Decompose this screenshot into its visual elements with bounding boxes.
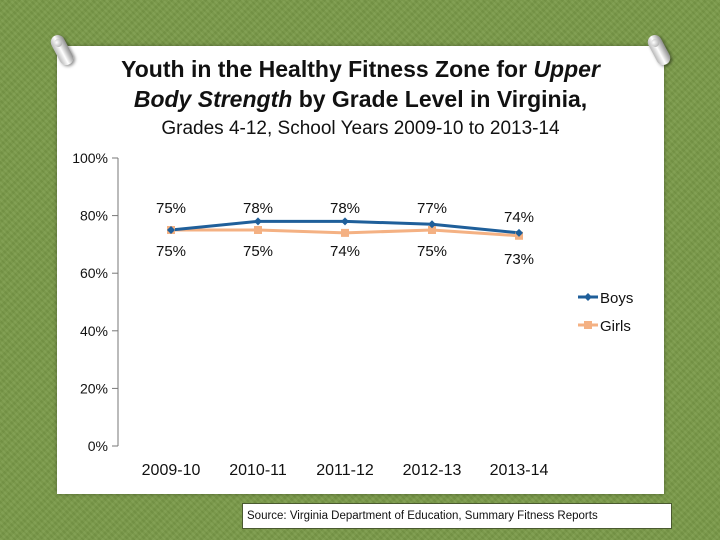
x-category-label: 2013-14	[490, 462, 549, 479]
data-point-girls	[254, 226, 262, 234]
x-category-label: 2009-10	[142, 462, 201, 479]
legend-marker-boys	[584, 293, 592, 301]
title-italic-1: Upper	[533, 56, 600, 82]
data-label-boys: 77%	[417, 200, 447, 217]
data-label-girls: 73%	[504, 251, 534, 268]
legend-label-boys: Boys	[600, 290, 633, 307]
legend-label-girls: Girls	[600, 318, 631, 335]
x-category-label: 2012-13	[403, 462, 462, 479]
y-tick-label: 0%	[88, 438, 108, 454]
title-text-2: by Grade Level in Virginia,	[298, 86, 588, 112]
legend-marker-girls	[584, 321, 592, 329]
data-label-boys: 74%	[504, 209, 534, 226]
title-text-1: Youth in the Healthy Fitness Zone for	[121, 56, 528, 82]
x-category-label: 2011-12	[316, 462, 374, 479]
data-point-girls	[341, 228, 349, 237]
data-point-boys	[428, 220, 436, 229]
data-label-boys: 78%	[330, 200, 360, 217]
data-label-boys: 75%	[156, 200, 186, 217]
data-point-boys	[515, 228, 523, 237]
chart-title: Youth in the Healthy Fitness Zone for Up…	[57, 54, 664, 114]
data-point-boys	[341, 217, 349, 226]
data-point-boys	[254, 217, 262, 226]
data-point-boys	[167, 226, 175, 234]
x-category-label: 2010-11	[229, 462, 287, 479]
chart-subtitle: Grades 4-12, School Years 2009-10 to 201…	[161, 118, 560, 139]
y-tick-label: 60%	[80, 265, 108, 281]
data-label-girls: 74%	[330, 243, 360, 260]
y-tick-label: 20%	[80, 380, 108, 396]
source-note: Source: Virginia Department of Education…	[242, 503, 672, 529]
data-label-girls: 75%	[243, 243, 273, 260]
slide-card	[57, 46, 664, 494]
data-label-girls: 75%	[156, 243, 186, 260]
y-tick-label: 40%	[80, 323, 108, 339]
title-italic-2: Body Strength	[133, 86, 293, 112]
y-tick-label: 80%	[80, 208, 108, 224]
y-tick-label: 100%	[72, 150, 108, 166]
data-label-boys: 78%	[243, 200, 273, 217]
data-label-girls: 75%	[417, 243, 447, 260]
data-point-girls	[428, 226, 436, 234]
